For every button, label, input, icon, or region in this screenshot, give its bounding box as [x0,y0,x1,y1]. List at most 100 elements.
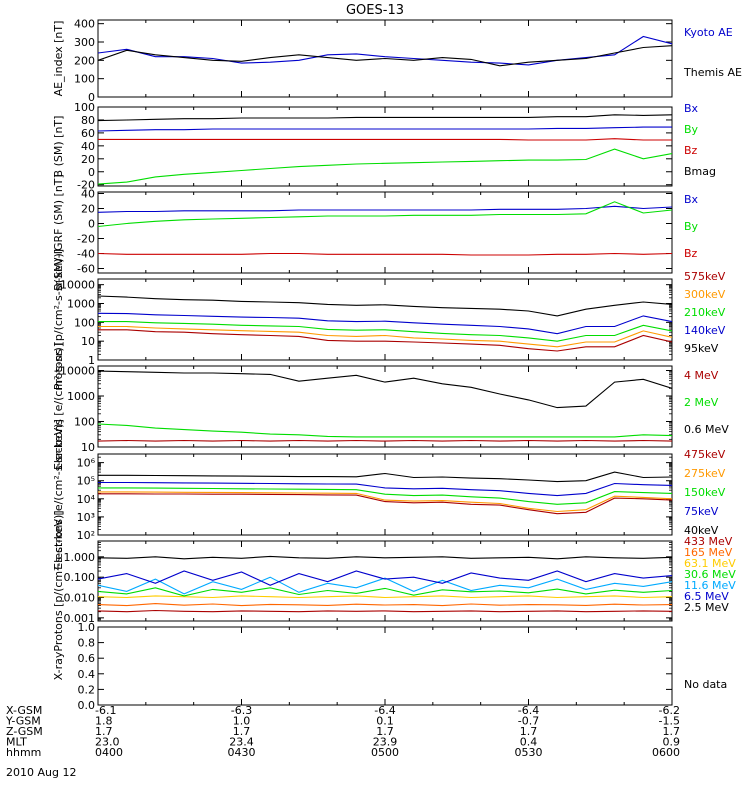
legend-entry: 0.6 MeV [684,423,729,436]
y-tick-label: 1.0 [78,621,96,634]
legend-entry: 2.5 MeV [684,601,729,614]
y-tick-label: 40 [81,188,95,201]
series-line-575kev [98,329,672,352]
ephemeris-value: 0500 [371,746,399,759]
series-line-30-6-mev [98,587,672,597]
series-line-0-6-mev [98,370,672,409]
plot-title: GOES-13 [346,3,404,18]
legend-entry: 30.6 MeV [684,568,736,581]
series-line-2-mev [98,423,672,438]
ephemeris-value: 1.7 [233,725,251,738]
series-line-433-mev [98,609,672,613]
series-line-6-5-mev [98,570,672,586]
series-line-275kev [98,491,672,513]
legend-entry: 4 MeV [684,369,719,382]
ephemeris-value: 0.4 [520,736,538,749]
y-tick-label: 0 [88,218,95,231]
ephemeris-value: -6.2 [659,704,680,717]
ephemeris-value: 0430 [228,746,256,759]
y-tick-label: 1 [88,354,95,367]
legend-entry: 210keV [684,306,726,319]
y-tick-label: 100 [74,316,95,329]
legend-entry: Bx [684,193,699,206]
y-tick-label: -60 [77,263,95,276]
ephemeris-value: 0.9 [663,736,681,749]
legend-entry: 433 MeV [684,535,733,548]
series-line-by [98,148,672,185]
y-tick-label: 400 [74,18,95,31]
legend-entry: 75keV [684,505,719,518]
ephemeris-value: 1.8 [95,715,113,728]
y-axis-label: B(SM)-IGRF (SM) [nT] [52,174,65,291]
legend-entry: 475keV [684,448,726,461]
ephemeris-value: 1.7 [520,725,538,738]
ephemeris-value: 1.7 [376,725,394,738]
legend-entry: Themis AE [683,66,742,79]
y-axis-label: Protons [p/(cm²-s-sr-keV)] [52,510,65,651]
ephemeris-value: -6.1 [95,704,116,717]
ephemeris-value: -6.3 [231,704,252,717]
series-line-kyoto-ae [98,35,672,66]
y-axis-label: B (SM) [nT] [52,116,65,178]
series-line-140kev [98,312,672,335]
series-line-bx [98,126,672,132]
y-tick-label: 10000 [60,364,95,377]
series-line-165-mev [98,603,672,607]
y-tick-label: 300 [74,36,95,49]
y-axis-label: Electrons [e/(cm²-s-sr-keV)] [52,419,65,570]
y-tick-label: 10 [81,335,95,348]
legend-entry: 6.5 MeV [684,590,729,603]
y-tick-label: 10⁶ [77,457,96,470]
no-data-note: No data [684,678,727,691]
legend-entry: 150keV [684,486,726,499]
legend-entry: 300keV [684,288,726,301]
panel-6: 10² 10³ 10⁴ 10⁵ 10⁶ Electrons [e/(cm²-s-sr-ke… [52,419,726,570]
y-tick-label: 200 [74,54,95,67]
y-axis-label: X-ray [52,651,65,680]
legend-entry: 63.1 MeV [684,557,736,570]
series-line-bmag [98,114,672,122]
y-tick-label: 10⁴ [77,493,96,506]
y-tick-label: 1000 [67,390,95,403]
ephemeris-row-name: MLT [6,736,27,749]
legend-entry: Bmag [684,165,716,178]
legend-entry: 275keV [684,467,726,480]
date-label: 2010 Aug 12 [6,766,76,779]
y-tick-label: -40 [77,248,95,261]
y-tick-label: 100 [74,415,95,428]
y-tick-label: 20 [81,203,95,216]
y-tick-label: 10⁵ [77,475,95,488]
series-line-475kev [98,493,672,515]
series-line-2-5-mev [98,555,672,560]
panel-3: -60 -40 -20 0 20 40 B(SM)-IGRF (SM) [nT] Bx By Bz [52,174,699,291]
panel-1: 0 100 200 300 400 AE_index [nT] Kyoto AE Themis… [52,18,742,104]
y-tick-label: 100 [74,101,95,114]
ephemeris-table: X-GSM -6.1 -6.3 -6.4 -6.4 -6.2 Y-GSM 1.8 1.0 0.1 -… [5,704,680,759]
ephemeris-value: 1.7 [663,725,681,738]
series-line-bx [98,205,672,213]
y-tick-label: 80 [81,114,95,127]
legend-entry: 575keV [684,270,726,283]
series-line-4-mev [98,439,672,442]
y-tick-label: 100 [74,73,95,86]
y-tick-label: 10³ [77,511,95,524]
legend-entry: Bx [684,102,699,115]
series-line-150kev [98,487,672,505]
legend-entry: Bz [684,247,698,260]
y-tick-label: 40 [81,140,95,153]
y-axis-label: Electrons [e/(cm²-s-sr)] [52,343,65,470]
series-line-95kev [98,295,672,317]
series-line-300kev [98,325,672,348]
ephemeris-value: 0400 [95,746,123,759]
y-tick-label: 20 [81,153,95,166]
series-line-11-6-mev [98,576,672,595]
ephemeris-value: -6.4 [374,704,395,717]
series-line-by [98,201,672,228]
y-tick-label: 10² [77,529,95,542]
ephemeris-value: 1.7 [95,725,113,738]
